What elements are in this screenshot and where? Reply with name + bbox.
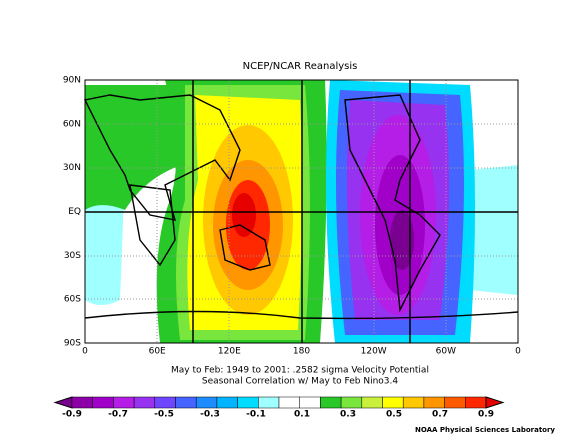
colorbar-swatch <box>361 396 383 409</box>
colorbar-label: 0.1 <box>294 410 310 420</box>
coastline <box>83 94 241 221</box>
colorbar-swatch <box>382 396 404 409</box>
lon-label: 180 <box>293 347 310 357</box>
lat-label: 60S <box>64 295 81 305</box>
colorbar-label: 0.5 <box>386 410 402 420</box>
colorbar-swatch <box>175 396 197 409</box>
colorbar-label: 0.7 <box>432 410 448 420</box>
colorbar-swatch <box>402 396 425 409</box>
coastlines <box>83 94 519 320</box>
colorbar-swatch <box>320 396 342 409</box>
colorbar-swatch <box>113 396 135 409</box>
caption-line: Seasonal Correlation w/ May to Feb Nino3… <box>202 377 398 387</box>
lon-label: 60E <box>149 347 166 357</box>
colorbar-label: -0.5 <box>154 410 174 420</box>
colorbar-swatch <box>340 396 363 409</box>
map-frame <box>84 79 519 344</box>
colorbar-swatch <box>154 396 176 409</box>
lat-label: EQ <box>68 207 81 217</box>
colorbar-swatch <box>71 396 93 409</box>
credit: NOAA Physical Sciences Laboratory <box>415 426 555 434</box>
colorbar-label: 0.3 <box>340 410 356 420</box>
colorbar-swatch <box>133 396 156 409</box>
colorbar-swatch <box>216 396 238 409</box>
colorbar-swatch <box>299 396 321 409</box>
colorbar-swatch <box>195 396 218 409</box>
contour <box>232 193 256 237</box>
colorbar-swatch <box>423 396 445 409</box>
lat-label: 30N <box>63 163 81 173</box>
colorbar-label: -0.3 <box>200 410 220 420</box>
colorbar-swatch <box>444 396 466 409</box>
lon-label: 0 <box>82 347 88 357</box>
coastline <box>129 184 176 267</box>
contour <box>85 85 200 210</box>
colorbar-arrow <box>485 396 505 409</box>
colorbar-label: -0.7 <box>108 410 128 420</box>
colorbar-swatch <box>278 396 300 409</box>
lat-label: 90N <box>63 76 81 86</box>
graticule <box>84 79 519 344</box>
lat-label: 90S <box>64 339 81 349</box>
colorbar-swatch <box>237 396 259 409</box>
caption-line: May to Feb: 1949 to 2001: .2582 sigma Ve… <box>171 366 429 376</box>
coastline <box>219 224 271 271</box>
lat-label: 60N <box>63 119 81 129</box>
lon-label: 120W <box>361 347 387 357</box>
lon-label: 120E <box>218 347 241 357</box>
colorbar-swatch <box>465 396 487 409</box>
coastline <box>344 94 441 313</box>
contour <box>390 210 414 270</box>
colorbar-label: 0.9 <box>478 410 494 420</box>
colorbar-label: -0.9 <box>62 410 82 420</box>
colorbar-swatch <box>258 396 280 409</box>
contour <box>470 165 518 295</box>
map-title: NCEP/NCAR Reanalysis <box>243 61 358 72</box>
colorbar-swatch <box>92 396 114 409</box>
colorbar-label: -0.1 <box>246 410 266 420</box>
lat-label: 30S <box>64 251 81 261</box>
lon-label: 0 <box>515 347 521 357</box>
coastline <box>84 310 519 320</box>
lon-label: 60W <box>436 347 456 357</box>
colorbar-arrow <box>53 396 73 409</box>
